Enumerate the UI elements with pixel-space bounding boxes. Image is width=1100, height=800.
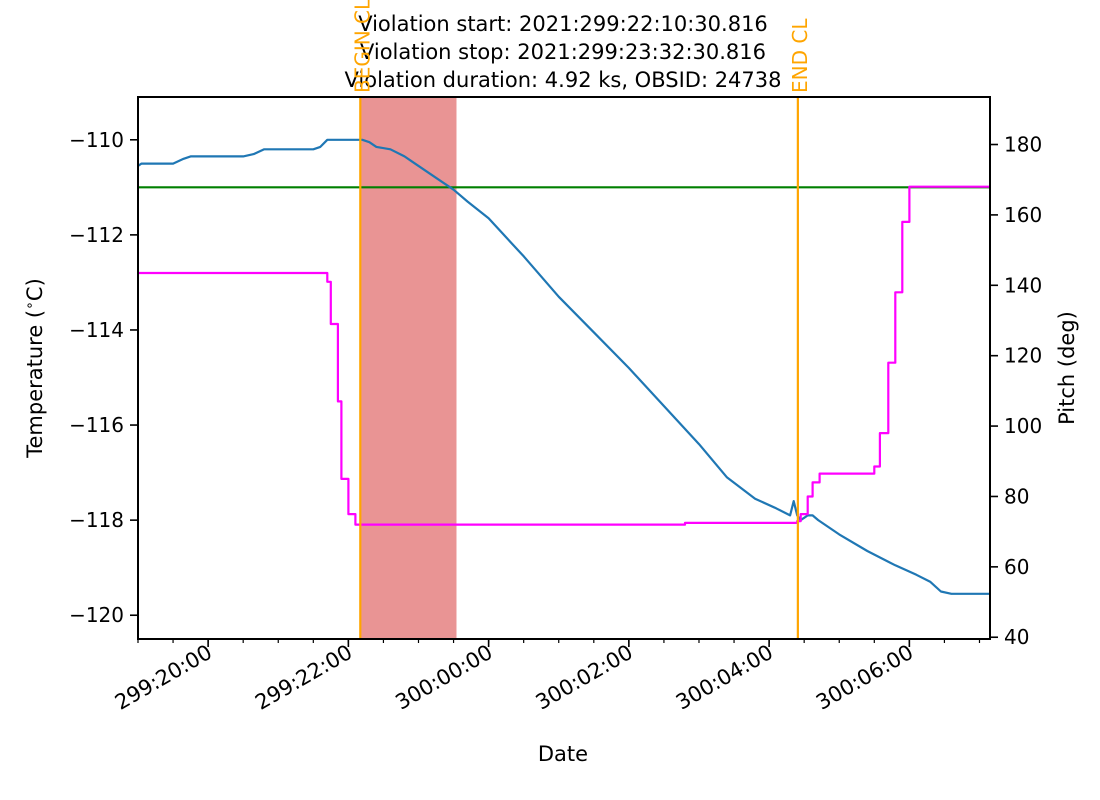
plot-frame bbox=[137, 96, 991, 640]
x-tick-label: 300:04:00 bbox=[672, 640, 777, 715]
y-tick-label-right: 80 bbox=[1004, 484, 1029, 508]
plot-content bbox=[138, 97, 990, 639]
chart-title: Violation start: 2021:299:22:10:30.816 V… bbox=[344, 12, 781, 92]
y-tick-label-right: 160 bbox=[1004, 203, 1042, 227]
y-tick-label-right: 60 bbox=[1004, 555, 1029, 579]
temperature-series-line bbox=[138, 138, 990, 595]
x-tick-label: 299:22:00 bbox=[251, 640, 356, 715]
y-tick-label-right: 120 bbox=[1004, 344, 1042, 368]
x-tick-label: 300:02:00 bbox=[532, 640, 637, 715]
title-line-3: Violation duration: 4.92 ks, OBSID: 2473… bbox=[344, 68, 781, 92]
y-tick-label-left: −112 bbox=[69, 223, 124, 247]
y-axis-label-right: Pitch (deg) bbox=[1055, 311, 1079, 425]
x-tick-label: 300:00:00 bbox=[391, 640, 496, 715]
event-label: BEGIN CL bbox=[350, 0, 374, 93]
y-tick-label-left: −118 bbox=[69, 508, 124, 532]
x-tick-label: 299:20:00 bbox=[111, 640, 216, 715]
violation-span bbox=[360, 97, 457, 639]
y-tick-label-right: 180 bbox=[1004, 133, 1042, 157]
x-tick-label: 300:06:00 bbox=[812, 640, 917, 715]
plot-area: BEGIN CL END CL bbox=[138, 0, 990, 639]
x-axis-label: Date bbox=[538, 742, 588, 766]
axes: 299:20:00 299:22:00 300:00:00 300:02:00 300:… bbox=[69, 96, 1042, 715]
y-tick-label-left: −110 bbox=[69, 128, 124, 152]
title-line-1: Violation start: 2021:299:22:10:30.816 bbox=[358, 12, 768, 36]
y-tick-label-left: −116 bbox=[69, 413, 124, 437]
y-tick-label-right: 100 bbox=[1004, 414, 1042, 438]
y-tick-label-left: −120 bbox=[69, 603, 124, 627]
y-tick-label-right: 40 bbox=[1004, 625, 1029, 649]
pitch-series-line bbox=[138, 185, 990, 526]
y-axis-label-left: Temperature (∘C) bbox=[22, 278, 47, 459]
title-line-2: Violation stop: 2021:299:23:32:30.816 bbox=[360, 40, 766, 64]
event-label: END CL bbox=[788, 18, 812, 93]
y-tick-label-right: 140 bbox=[1004, 273, 1042, 297]
y-tick-label-left: −114 bbox=[69, 318, 124, 342]
